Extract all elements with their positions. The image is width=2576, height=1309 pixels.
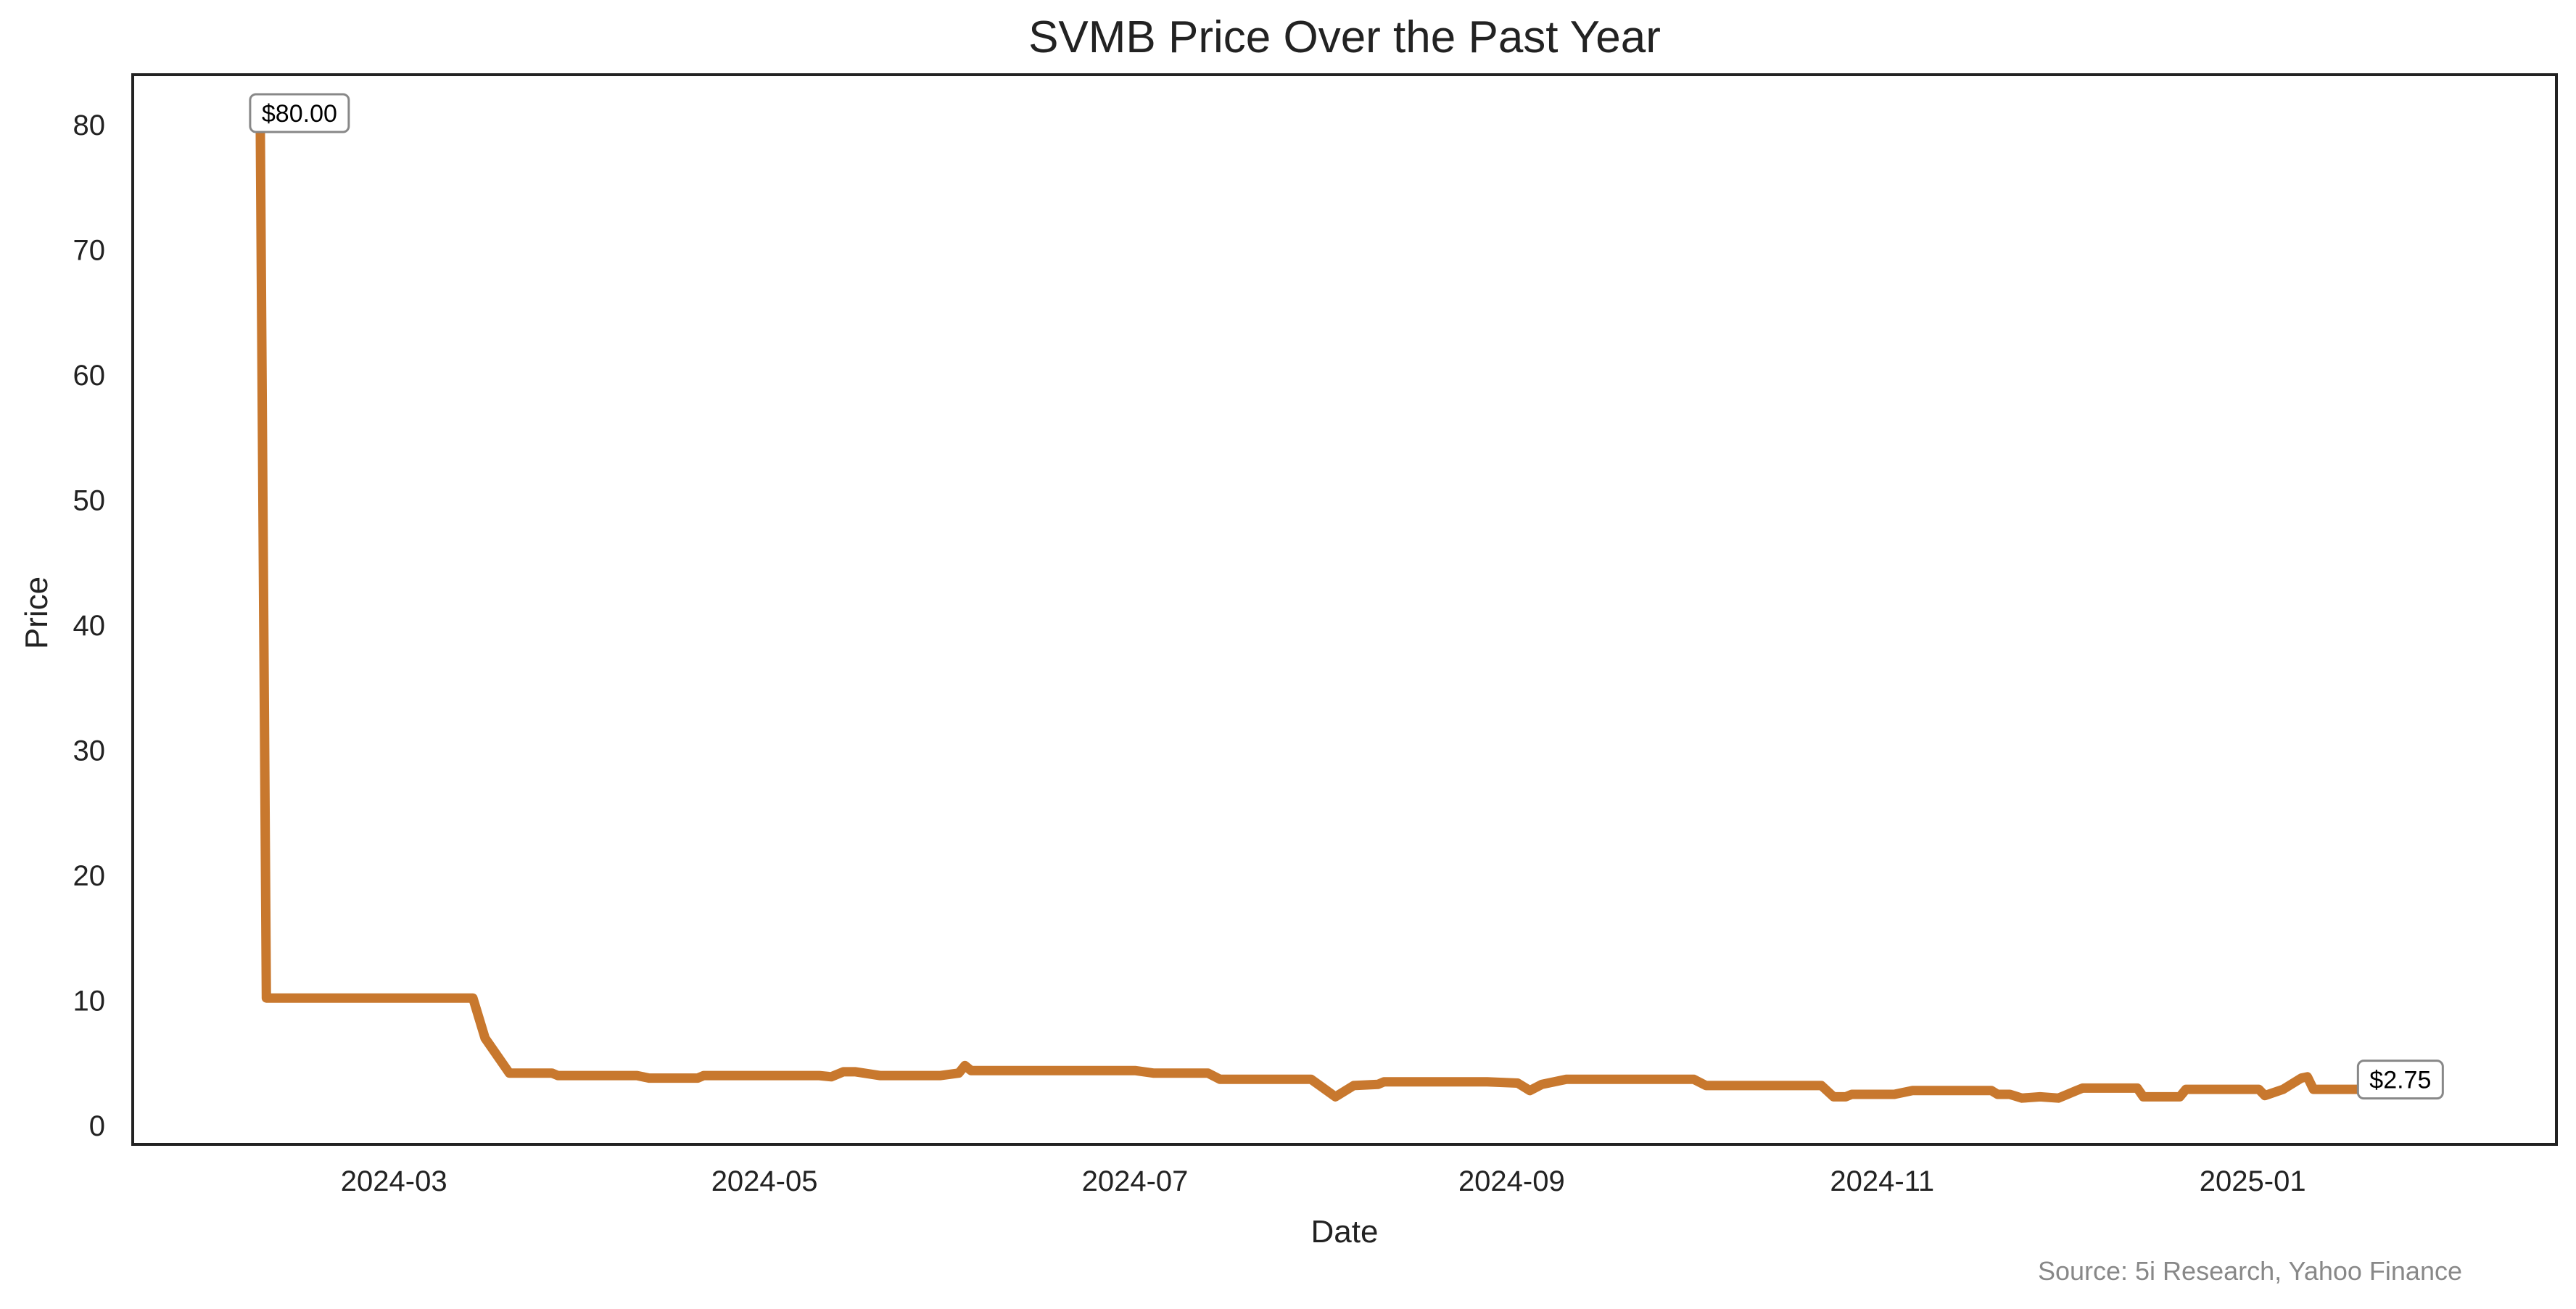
source-note: Source: 5i Research, Yahoo Finance xyxy=(2038,1256,2462,1286)
x-tick-label: 2024-05 xyxy=(711,1165,818,1197)
x-tick-label: 2024-09 xyxy=(1458,1165,1565,1197)
y-tick-label: 60 xyxy=(73,360,106,392)
y-axis-ticks: 0 10 20 30 40 50 60 70 80 xyxy=(73,110,106,1142)
annotation-1: $2.75 xyxy=(2356,1060,2444,1100)
y-tick-label: 50 xyxy=(73,485,106,517)
annotation-label: $80.00 xyxy=(262,100,337,128)
annotation-label: $2.75 xyxy=(2369,1067,2431,1094)
x-tick-label: 2024-07 xyxy=(1082,1165,1189,1197)
price-annotations: $80.00 $2.75 xyxy=(249,93,2444,1100)
x-axis-label: Date xyxy=(1311,1214,1379,1250)
price-series-line xyxy=(255,120,2373,1103)
y-tick-label: 30 xyxy=(73,735,106,767)
chart-title: SVMB Price Over the Past Year xyxy=(1028,12,1661,62)
x-axis-ticks: 2024-03 2024-05 2024-07 2024-09 2024-11 2025-… xyxy=(341,1165,2306,1197)
y-tick-label: 40 xyxy=(73,610,106,642)
y-tick-label: 80 xyxy=(73,110,106,141)
annotation-box xyxy=(249,93,350,133)
annotation-box xyxy=(2356,1060,2444,1100)
x-tick-label: 2024-03 xyxy=(341,1165,447,1197)
y-axis-label: Price xyxy=(19,577,54,649)
y-tick-label: 0 xyxy=(89,1110,105,1142)
y-tick-label: 10 xyxy=(73,986,106,1017)
x-tick-label: 2025-01 xyxy=(2200,1165,2306,1197)
annotation-0: $80.00 xyxy=(249,93,350,133)
y-tick-label: 70 xyxy=(73,235,106,267)
plot-area-frame xyxy=(131,73,2558,1146)
x-tick-label: 2024-11 xyxy=(1830,1165,1934,1197)
y-tick-label: 20 xyxy=(73,860,106,892)
